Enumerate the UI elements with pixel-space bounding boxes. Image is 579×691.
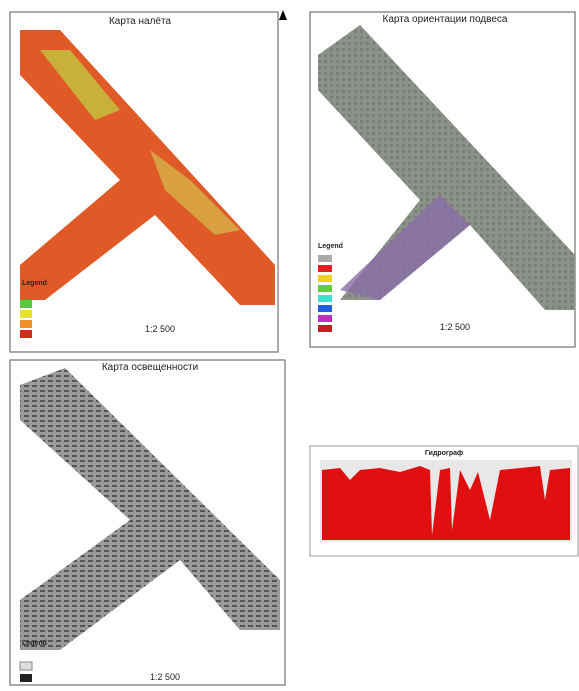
legend-title: Legend xyxy=(22,280,47,287)
legend-title: Legend xyxy=(22,640,47,647)
map-title: Карта освещенности xyxy=(102,362,198,373)
chart-title: Гидрограф xyxy=(425,450,463,457)
map-panel: Карта ориентации подвеса Legend 1:2 500 xyxy=(310,12,575,347)
map-title: Карта ориентации подвеса xyxy=(383,14,508,25)
map-title: Карта налёта xyxy=(109,16,171,27)
chart-area xyxy=(322,466,570,540)
page: Карта налёта Legend 1:2 500 Карта ориент… xyxy=(0,0,579,691)
legend-title: Legend xyxy=(318,243,343,250)
chart-panel: Гидрограф xyxy=(310,446,578,556)
map-scale: 1:2 500 xyxy=(150,672,180,682)
map-scale: 1:2 500 xyxy=(145,324,175,334)
map-scale: 1:2 500 xyxy=(440,322,470,332)
map-panel: Карта освещенности Legend 1:2 500 xyxy=(10,360,285,685)
map-panel: Карта налёта Legend 1:2 500 xyxy=(10,10,287,352)
